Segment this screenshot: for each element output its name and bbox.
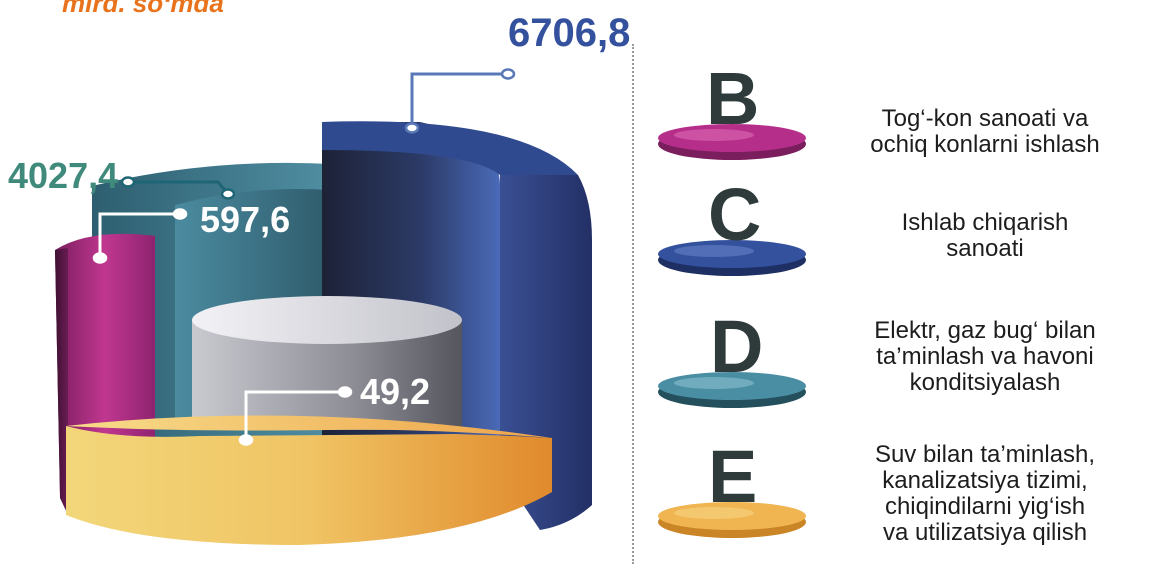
legend-item-d: D Elektr, gaz bug‘ bilan ta’minlash va ha… bbox=[650, 310, 1158, 420]
callout-dot-b-start bbox=[92, 252, 108, 264]
value-label-e: 49,2 bbox=[360, 371, 430, 412]
callout-dot-e-end bbox=[337, 386, 353, 398]
dotted-divider bbox=[632, 44, 634, 564]
unit-label: mlrd. so‘mda bbox=[62, 0, 224, 18]
segment-c-top bbox=[322, 121, 578, 175]
value-label-d: 4027,4 bbox=[8, 155, 118, 196]
callout-dot-d-start bbox=[220, 188, 236, 200]
legend-text-e: Suv bilan ta’minlash, kanalizatsiya tizi… bbox=[874, 441, 1096, 546]
legend-disk-b bbox=[658, 124, 806, 160]
callout-line-b bbox=[98, 212, 180, 258]
segment-e-ring bbox=[66, 426, 552, 545]
gray-cylinder-body bbox=[192, 320, 462, 430]
legend-letter-d: D bbox=[710, 305, 764, 388]
segment-e-top bbox=[66, 415, 552, 438]
legend-item-b: B Tog‘-kon sanoati va ochiq konlarni ishl… bbox=[650, 62, 1158, 172]
legend-text-d: Elektr, gaz bug‘ bilan ta’minlash va hav… bbox=[874, 317, 1096, 396]
legend-text-b: Tog‘-kon sanoati va ochiq konlarni ishla… bbox=[870, 105, 1100, 158]
legend-disk-e bbox=[658, 502, 806, 538]
cylinder-chart: 6706,8 4027,4 597,6 49,2 bbox=[8, 11, 630, 545]
legend-letter-b: B bbox=[706, 57, 760, 140]
segment-b-shade bbox=[55, 248, 68, 515]
callout-dot-b-end bbox=[172, 208, 188, 220]
callout-dot-d-end bbox=[120, 176, 136, 188]
callout-line-e bbox=[244, 390, 345, 440]
legend-disk-d bbox=[658, 372, 806, 408]
legend-disk-c bbox=[658, 240, 806, 276]
value-label-c: 6706,8 bbox=[508, 11, 630, 55]
legend-item-c: C Ishlab chiqarish sanoati bbox=[650, 178, 1158, 288]
callout-dot-c-end bbox=[500, 68, 516, 80]
callout-line-c bbox=[410, 72, 508, 128]
value-label-b: 597,6 bbox=[200, 199, 290, 240]
legend-item-e: E Suv bilan ta’minlash, kanalizatsiya tiz… bbox=[650, 440, 1158, 550]
legend-letter-c: C bbox=[708, 173, 762, 256]
callout-dot-c-start bbox=[404, 122, 420, 134]
legend-text-c: Ishlab chiqarish sanoati bbox=[901, 209, 1069, 262]
callout-dot-e-start bbox=[238, 434, 254, 446]
legend-letter-e: E bbox=[708, 435, 758, 518]
gray-cylinder-top bbox=[192, 296, 462, 344]
